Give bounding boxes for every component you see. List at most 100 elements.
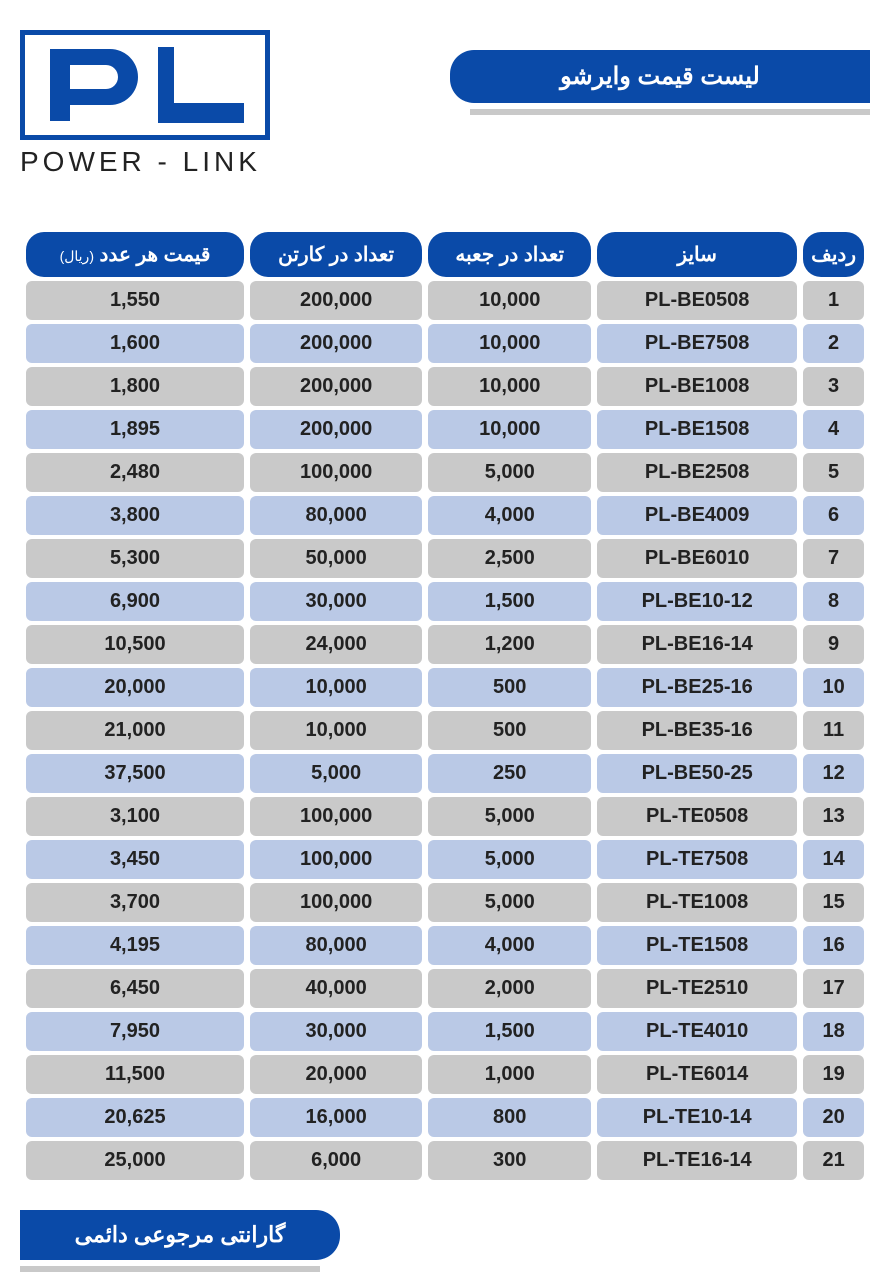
brand-logo: POWER - LINK — [20, 30, 270, 178]
cell-idx: 19 — [803, 1055, 864, 1094]
cell-size: PL-BE2508 — [597, 453, 797, 492]
cell-price: 20,625 — [26, 1098, 244, 1137]
cell-box: 250 — [428, 754, 591, 793]
cell-box: 1,000 — [428, 1055, 591, 1094]
table-row: 5,30050,0002,500PL-BE60107 — [26, 539, 864, 578]
cell-size: PL-TE7508 — [597, 840, 797, 879]
table-row: 25,0006,000300PL-TE16-1421 — [26, 1141, 864, 1180]
cell-price: 1,600 — [26, 324, 244, 363]
table-row: 3,450100,0005,000PL-TE750814 — [26, 840, 864, 879]
cell-carton: 200,000 — [250, 281, 422, 320]
cell-size: PL-TE6014 — [597, 1055, 797, 1094]
cell-size: PL-TE10-14 — [597, 1098, 797, 1137]
cell-idx: 17 — [803, 969, 864, 1008]
cell-idx: 2 — [803, 324, 864, 363]
cell-size: PL-TE2510 — [597, 969, 797, 1008]
cell-box: 5,000 — [428, 453, 591, 492]
cell-price: 1,895 — [26, 410, 244, 449]
cell-size: PL-BE50-25 — [597, 754, 797, 793]
title-block: لیست قیمت وایرشو — [450, 50, 870, 115]
title-underline — [470, 109, 870, 115]
cell-price: 1,550 — [26, 281, 244, 320]
cell-price: 3,700 — [26, 883, 244, 922]
cell-box: 10,000 — [428, 281, 591, 320]
cell-idx: 4 — [803, 410, 864, 449]
table-row: 21,00010,000500PL-BE35-1611 — [26, 711, 864, 750]
cell-carton: 200,000 — [250, 324, 422, 363]
table-row: 20,62516,000800PL-TE10-1420 — [26, 1098, 864, 1137]
cell-carton: 80,000 — [250, 926, 422, 965]
cell-size: PL-BE6010 — [597, 539, 797, 578]
cell-idx: 6 — [803, 496, 864, 535]
cell-carton: 5,000 — [250, 754, 422, 793]
cell-size: PL-TE1508 — [597, 926, 797, 965]
brand-name: POWER - LINK — [20, 146, 270, 178]
cell-price: 2,480 — [26, 453, 244, 492]
cell-size: PL-BE7508 — [597, 324, 797, 363]
cell-box: 500 — [428, 668, 591, 707]
cell-idx: 10 — [803, 668, 864, 707]
cell-carton: 40,000 — [250, 969, 422, 1008]
cell-price: 1,800 — [26, 367, 244, 406]
cell-idx: 5 — [803, 453, 864, 492]
cell-box: 1,500 — [428, 1012, 591, 1051]
cell-idx: 21 — [803, 1141, 864, 1180]
cell-box: 4,000 — [428, 926, 591, 965]
table-row: 3,700100,0005,000PL-TE100815 — [26, 883, 864, 922]
cell-price: 5,300 — [26, 539, 244, 578]
cell-carton: 24,000 — [250, 625, 422, 664]
cell-box: 2,000 — [428, 969, 591, 1008]
cell-box: 5,000 — [428, 797, 591, 836]
cell-carton: 10,000 — [250, 711, 422, 750]
cell-carton: 10,000 — [250, 668, 422, 707]
cell-size: PL-BE4009 — [597, 496, 797, 535]
cell-idx: 8 — [803, 582, 864, 621]
cell-carton: 100,000 — [250, 840, 422, 879]
table-row: 37,5005,000250PL-BE50-2512 — [26, 754, 864, 793]
cell-idx: 12 — [803, 754, 864, 793]
table-row: 1,600200,00010,000PL-BE75082 — [26, 324, 864, 363]
cell-box: 300 — [428, 1141, 591, 1180]
logo-letters-icon — [40, 39, 250, 131]
header: POWER - LINK لیست قیمت وایرشو — [20, 30, 870, 178]
cell-price: 3,100 — [26, 797, 244, 836]
cell-price: 11,500 — [26, 1055, 244, 1094]
footer-text: گارانتی مرجوعی دائمی — [20, 1210, 340, 1260]
cell-size: PL-TE16-14 — [597, 1141, 797, 1180]
cell-idx: 11 — [803, 711, 864, 750]
cell-carton: 30,000 — [250, 582, 422, 621]
table-body: 1,550200,00010,000PL-BE05081 1,600200,000… — [26, 281, 864, 1180]
cell-size: PL-BE16-14 — [597, 625, 797, 664]
cell-price: 4,195 — [26, 926, 244, 965]
cell-box: 800 — [428, 1098, 591, 1137]
footer-block: گارانتی مرجوعی دائمی — [20, 1210, 340, 1272]
cell-box: 5,000 — [428, 840, 591, 879]
table-row: 7,95030,0001,500PL-TE401018 — [26, 1012, 864, 1051]
cell-carton: 30,000 — [250, 1012, 422, 1051]
cell-size: PL-TE1008 — [597, 883, 797, 922]
col-idx: ردیف — [803, 232, 864, 277]
col-box: تعداد در جعبه — [428, 232, 591, 277]
cell-idx: 9 — [803, 625, 864, 664]
cell-size: PL-BE1008 — [597, 367, 797, 406]
cell-box: 1,500 — [428, 582, 591, 621]
cell-idx: 18 — [803, 1012, 864, 1051]
cell-idx: 20 — [803, 1098, 864, 1137]
table-row: 3,100100,0005,000PL-TE050813 — [26, 797, 864, 836]
cell-carton: 100,000 — [250, 797, 422, 836]
table-row: 1,550200,00010,000PL-BE05081 — [26, 281, 864, 320]
cell-carton: 6,000 — [250, 1141, 422, 1180]
cell-price: 37,500 — [26, 754, 244, 793]
table-head: قیمت هر عدد (ریال) تعداد در کارتن تعداد … — [26, 232, 864, 277]
cell-idx: 15 — [803, 883, 864, 922]
col-price: قیمت هر عدد (ریال) — [26, 232, 244, 277]
cell-price: 20,000 — [26, 668, 244, 707]
footer-underline — [20, 1266, 320, 1272]
table-row: 4,19580,0004,000PL-TE150816 — [26, 926, 864, 965]
cell-idx: 16 — [803, 926, 864, 965]
cell-size: PL-BE0508 — [597, 281, 797, 320]
cell-price: 21,000 — [26, 711, 244, 750]
cell-size: PL-TE0508 — [597, 797, 797, 836]
cell-box: 2,500 — [428, 539, 591, 578]
table-row: 10,50024,0001,200PL-BE16-149 — [26, 625, 864, 664]
